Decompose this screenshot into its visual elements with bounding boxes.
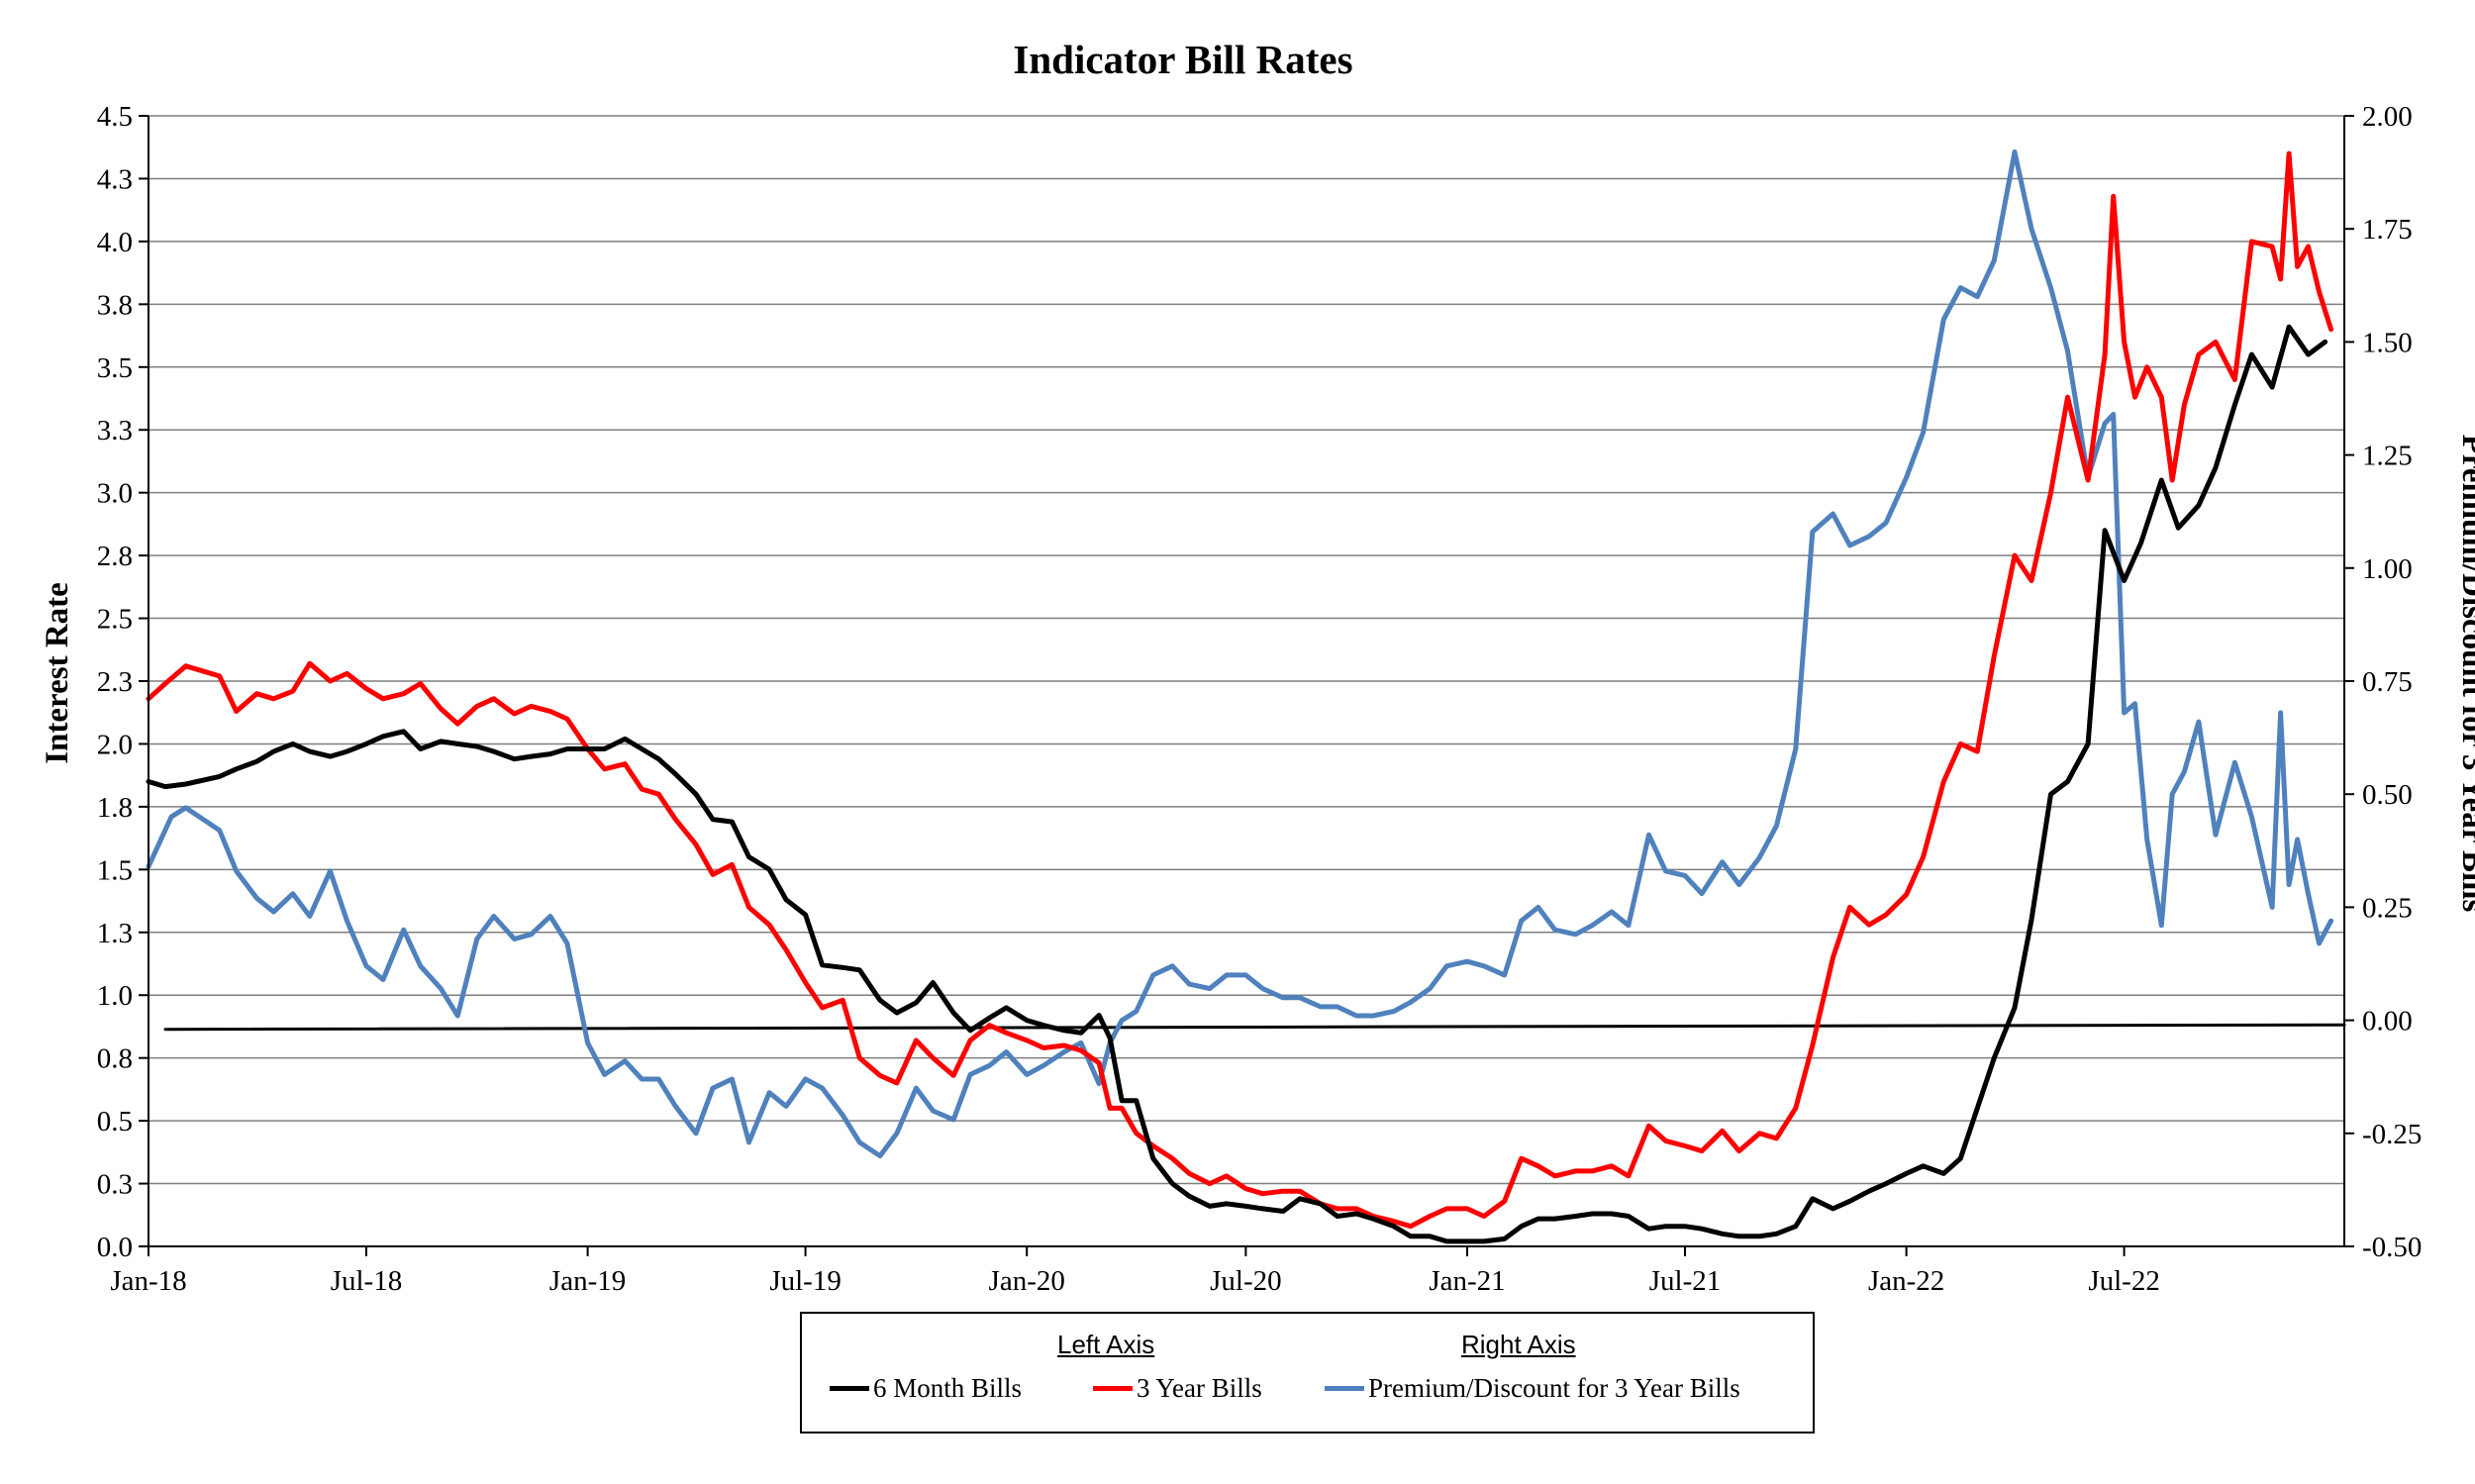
y2-tick-label: -0.25 [2362, 1119, 2422, 1150]
series-line-3-year-bills [146, 150, 2334, 1230]
series-line-zero-line [163, 1023, 2346, 1032]
axes [139, 115, 2354, 1256]
grid-lines [148, 115, 2344, 1247]
series-line-premium-discount-for-3-year-bills [146, 149, 2334, 1159]
y-tick-label: 1.5 [97, 854, 133, 886]
legend-item-premium-discount: Premium/Discount for 3 Year Bills [1325, 1373, 1740, 1404]
y-tick-label: 2.3 [97, 666, 133, 698]
y2-tick-label: 0.25 [2362, 892, 2413, 924]
y2-tick-label: 1.25 [2362, 441, 2413, 472]
x-tick-label: Jan-18 [110, 1265, 186, 1297]
y-tick-label: 2.8 [97, 541, 133, 572]
y-tick-label: 3.0 [97, 478, 133, 510]
legend-item-6-month-bills: 6 Month Bills [830, 1373, 1022, 1404]
y-tick-label: 4.0 [97, 227, 133, 258]
x-tick-label: Jul-19 [769, 1265, 842, 1297]
series-lines [146, 149, 2346, 1244]
y2-tick-label: 1.00 [2362, 553, 2413, 585]
y-tick-label: 2.0 [97, 729, 133, 760]
y2-tick-label: 0.00 [2362, 1006, 2413, 1038]
y-tick-label: 3.5 [97, 352, 133, 384]
y2-axis-title: Premium/Discount for 3 Year Bills [2455, 435, 2475, 913]
x-tick-label: Jul-21 [1649, 1265, 1722, 1297]
x-tick-label: Jan-21 [1429, 1265, 1505, 1297]
x-tick-label: Jan-19 [549, 1265, 626, 1297]
x-tick-label: Jan-22 [1868, 1265, 1944, 1297]
legend-swatch-3-year [1093, 1386, 1133, 1391]
y2-tick-label: 0.50 [2362, 779, 2413, 811]
tick-labels: 0.0 0.3 0.5 0.8 1.0 1.3 1.5 1.8 2.0 2.3 2.5 2.8 3.0 3… [97, 101, 2423, 1297]
y2-tick-label: 1.50 [2362, 327, 2413, 358]
legend-swatch-premium [1325, 1386, 1364, 1391]
y-tick-label: 3.8 [97, 289, 133, 321]
y2-tick-label: 0.75 [2362, 666, 2413, 698]
legend-left-heading: Left Axis [1057, 1330, 1155, 1359]
y2-tick-label: -0.50 [2362, 1232, 2422, 1263]
y-tick-label: 4.3 [97, 163, 133, 195]
y-tick-label: 1.0 [97, 980, 133, 1012]
legend: Left Axis Right Axis 6 Month Bills 3 Yea… [800, 1312, 1815, 1434]
y-tick-label: 2.5 [97, 604, 133, 636]
legend-swatch-6-month [830, 1386, 869, 1391]
x-tick-label: Jan-20 [989, 1265, 1065, 1297]
series-line-6-month-bills [146, 324, 2328, 1244]
y-tick-label: 0.3 [97, 1169, 133, 1201]
legend-label-premium: Premium/Discount for 3 Year Bills [1368, 1373, 1740, 1403]
y-tick-label: 0.8 [97, 1043, 133, 1075]
legend-label-3-year: 3 Year Bills [1137, 1373, 1262, 1403]
y2-tick-label: 2.00 [2362, 101, 2413, 133]
x-tick-label: Jul-22 [2088, 1265, 2160, 1297]
legend-right-heading: Right Axis [1461, 1330, 1576, 1359]
y-tick-label: 4.5 [97, 101, 133, 133]
x-tick-label: Jul-18 [331, 1265, 403, 1297]
y2-tick-label: 1.75 [2362, 214, 2413, 246]
y-axis-title: Interest Rate [40, 582, 75, 764]
y-tick-label: 3.3 [97, 415, 133, 446]
x-tick-label: Jul-20 [1210, 1265, 1282, 1297]
y-tick-label: 1.3 [97, 918, 133, 949]
y-tick-label: 0.0 [97, 1232, 133, 1263]
y-tick-label: 1.8 [97, 792, 133, 824]
chart-title: Indicator Bill Rates [1013, 37, 1353, 82]
legend-label-6-month: 6 Month Bills [873, 1373, 1023, 1403]
y-tick-label: 0.5 [97, 1106, 133, 1138]
legend-item-3-year-bills: 3 Year Bills [1093, 1373, 1262, 1404]
